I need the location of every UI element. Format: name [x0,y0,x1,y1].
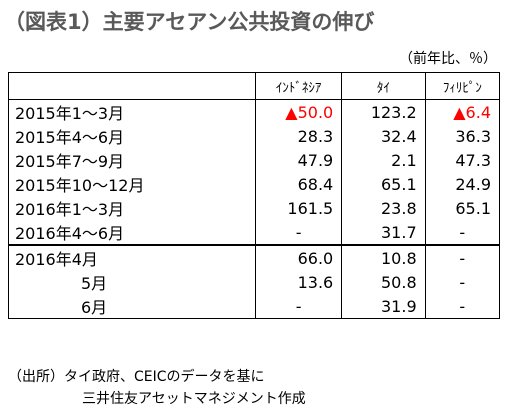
value-cell: - [424,220,500,246]
value-cell: ▲6.4 [424,99,500,124]
value-cell: 50.8 [341,270,426,294]
corner-cell [8,72,256,100]
column-header: ｲﾝﾄﾞﾈｼｱ [254,72,342,100]
row-label: 2016年4～6月 [8,220,256,246]
table-row: 2015年10～12月 68.4 65.1 24.9 [8,172,500,196]
value-cell: - [424,270,500,294]
row-label: 2015年7～9月 [8,148,256,172]
value-cell: 65.1 [424,196,500,220]
row-label: 6月 [8,294,256,319]
value-cell: - [424,294,500,319]
table-row: 5月 13.6 50.8- [8,270,500,294]
header-row: ｲﾝﾄﾞﾈｼｱ ﾀｲ ﾌｨﾘﾋﾟﾝ [8,72,500,100]
row-label: 2015年1～3月 [8,99,256,124]
value-cell: - [424,245,500,270]
row-label: 2015年10～12月 [8,172,256,196]
value-cell: 10.8 [341,245,426,270]
row-label: 2016年1～3月 [8,196,256,220]
value-cell: 24.9 [424,172,500,196]
value-cell: 47.9 [254,148,342,172]
table-row: 2016年4月 66.0 10.8- [8,245,500,270]
source-line: （出所）タイ政府、CEICのデータを基に [8,369,265,385]
value-cell: 31.7 [341,220,426,246]
row-label: 5月 [8,270,256,294]
table-row: 2016年4～6月 -31.7- [8,220,500,246]
value-cell: 31.9 [341,294,426,319]
unit-note: （前年比、％） [399,51,497,67]
source-line: 三井住友アセットマネジメント作成 [82,391,306,407]
value-cell: 68.4 [254,172,342,196]
table-row: 2016年1～3月 161.5 23.8 65.1 [8,196,500,220]
value-cell: 66.0 [254,245,342,270]
row-label: 2015年4～6月 [8,124,256,148]
value-cell: 2.1 [341,148,426,172]
value-cell: ▲50.0 [254,99,342,124]
title: （図表1）主要アセアン公共投資の伸び [4,10,375,34]
column-header: ﾀｲ [341,72,426,100]
value-cell: 161.5 [254,196,342,220]
column-header: ﾌｨﾘﾋﾟﾝ [424,72,500,100]
value-cell: - [254,220,342,246]
data-table: ｲﾝﾄﾞﾈｼｱ ﾀｲ ﾌｨﾘﾋﾟﾝ 2015年1～3月 ▲50.0 123.2 ▲6.4 2… [8,72,500,319]
value-cell: 123.2 [341,99,426,124]
value-cell: 13.6 [254,270,342,294]
source-note: （出所）タイ政府、CEICのデータを基に 三井住友アセットマネジメント作成 [8,366,306,410]
table-row: 2015年4～6月 28.3 32.4 36.3 [8,124,500,148]
value-cell: 47.3 [424,148,500,172]
table-row: 6月 -31.9- [8,294,500,319]
value-cell: 36.3 [424,124,500,148]
table-row: 2015年1～3月 ▲50.0 123.2 ▲6.4 [8,99,500,124]
value-cell: 65.1 [341,172,426,196]
value-cell: - [254,294,342,319]
row-label: 2016年4月 [8,245,256,270]
value-cell: 28.3 [254,124,342,148]
value-cell: 32.4 [341,124,426,148]
value-cell: 23.8 [341,196,426,220]
table-row: 2015年7～9月 47.9 2.1 47.3 [8,148,500,172]
